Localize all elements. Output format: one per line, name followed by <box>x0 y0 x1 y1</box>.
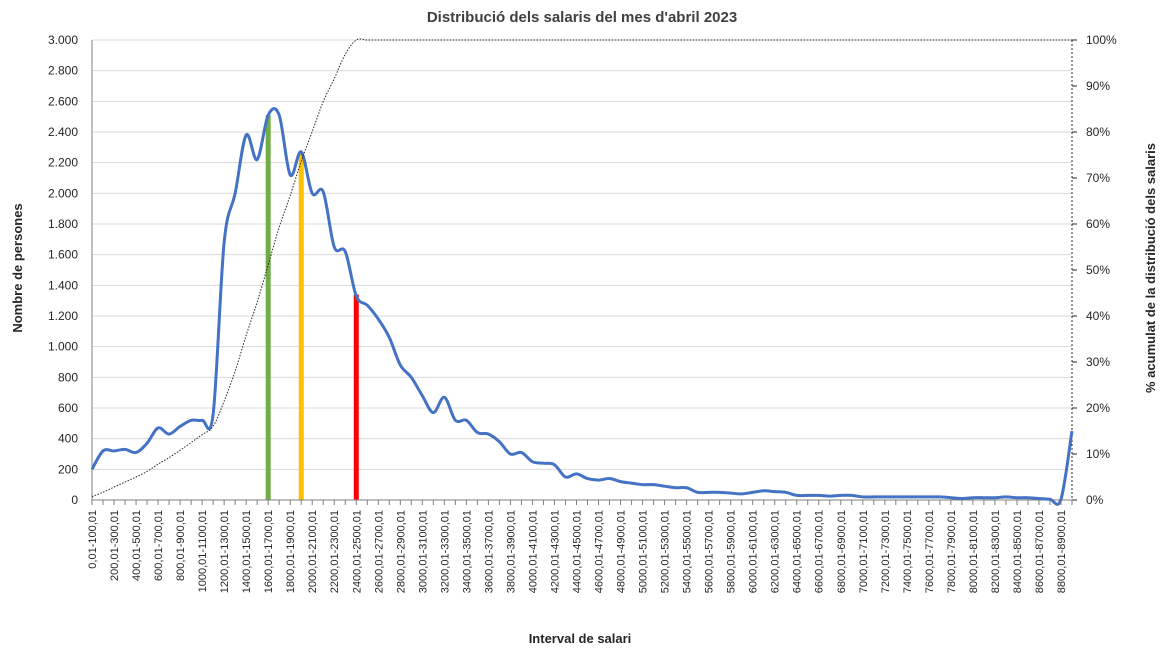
x-tick-label: 2600,01-2700,01 <box>373 510 385 593</box>
axes <box>91 40 1073 501</box>
x-tick-label: 600,01-700,01 <box>153 510 165 581</box>
gridlines <box>92 39 1072 470</box>
x-tick-label: 5400,01-5500,01 <box>682 510 694 593</box>
series-lines <box>90 38 1074 506</box>
x-tick-label: 5000,01-5100,01 <box>638 510 650 593</box>
y-tick-label: 1.600 <box>48 248 78 262</box>
y2-tick-label: 80% <box>1086 125 1110 139</box>
y-tick-label: 800 <box>58 370 78 384</box>
x-tick-label: 8800,01-8900,01 <box>1056 510 1068 593</box>
y2-axis-ticks: 0% 10% 20% 30% 40% 50% 60% 70% 80% 90% 100% <box>1072 33 1117 507</box>
x-tick-label: 7000,01-7100,01 <box>858 510 870 593</box>
x-tick-label: 3600,01-3700,01 <box>483 510 495 593</box>
y2-tick-label: 0% <box>1086 493 1104 507</box>
x-tick-label: 5600,01-5700,01 <box>704 510 716 593</box>
x-tick-label: 6600,01-6700,01 <box>814 510 826 593</box>
x-tick-label: 4600,01-4700,01 <box>594 510 606 593</box>
x-tick-label: 3800,01-3900,01 <box>505 510 517 593</box>
x-axis-ticks: 0,01-100,01 200,01-300,01 400,01-500,01 600… <box>87 500 1073 593</box>
y2-tick-label: 100% <box>1086 33 1117 47</box>
x-tick-label: 8600,01-8700,01 <box>1034 510 1046 593</box>
y2-tick-label: 10% <box>1086 447 1110 461</box>
x-tick-label: 0,01-100,01 <box>87 510 99 569</box>
y2-tick-label: 30% <box>1086 355 1110 369</box>
x-tick-label: 2800,01-2900,01 <box>395 510 407 593</box>
highlight-bar <box>298 151 304 500</box>
x-tick-label: 6200,01-6300,01 <box>770 510 782 593</box>
x-tick-label: 5200,01-5300,01 <box>660 510 672 593</box>
x-tick-label: 3400,01-3500,01 <box>461 510 473 593</box>
x-tick-label: 3200,01-3300,01 <box>439 510 451 593</box>
y2-tick-label: 20% <box>1086 401 1110 415</box>
y-tick-label: 200 <box>58 462 78 476</box>
x-tick-label: 3000,01-3100,01 <box>417 510 429 593</box>
highlight-bar <box>265 115 271 500</box>
y-tick-label: 2.000 <box>48 186 78 200</box>
x-tick-label: 400,01-500,01 <box>131 510 143 581</box>
y2-tick-label: 60% <box>1086 217 1110 231</box>
y-tick-label: 1.800 <box>48 217 78 231</box>
y-tick-label: 600 <box>58 401 78 415</box>
y-tick-label: 2.200 <box>48 156 78 170</box>
y2-tick-label: 50% <box>1086 263 1110 277</box>
y-tick-label: 2.600 <box>48 94 78 108</box>
x-tick-label: 4200,01-4300,01 <box>549 510 561 593</box>
x-tick-label: 7800,01-7900,01 <box>946 510 958 593</box>
y-tick-label: 1.000 <box>48 340 78 354</box>
y-axis-title: Nombre de persones <box>10 203 25 332</box>
x-tick-label: 200,01-300,01 <box>109 510 121 581</box>
y-tick-label: 0 <box>71 493 78 507</box>
y-tick-label: 3.000 <box>48 33 78 47</box>
x-tick-label: 4400,01-4500,01 <box>571 510 583 593</box>
x-axis-title: Interval de salari <box>529 631 632 646</box>
x-tick-label: 6800,01-6900,01 <box>836 510 848 593</box>
x-tick-label: 1800,01-1900,01 <box>285 510 297 593</box>
y-tick-label: 2.800 <box>48 64 78 78</box>
x-tick-label: 2200,01-2300,01 <box>329 510 341 593</box>
x-tick-label: 8400,01-8500,01 <box>1012 510 1024 593</box>
x-tick-label: 1600,01-1700,01 <box>263 510 275 593</box>
y2-tick-label: 90% <box>1086 79 1110 93</box>
x-tick-label: 7200,01-7300,01 <box>880 510 892 593</box>
x-tick-label: 7600,01-7700,01 <box>924 510 936 593</box>
x-tick-label: 8000,01-8100,01 <box>968 510 980 593</box>
y2-axis-title: % acumulat de la distribució dels salari… <box>1143 143 1158 393</box>
x-tick-label: 4800,01-4900,01 <box>616 510 628 593</box>
x-tick-label: 2000,01-2100,01 <box>307 510 319 593</box>
x-tick-label: 2400,01-2500,01 <box>351 510 363 593</box>
x-tick-label: 4000,01-4100,01 <box>527 510 539 593</box>
x-tick-label: 7400,01-7500,01 <box>902 510 914 593</box>
x-tick-label: 1400,01-1500,01 <box>241 510 253 593</box>
highlight-bar <box>353 294 359 500</box>
x-tick-label: 5800,01-5900,01 <box>726 510 738 593</box>
x-tick-label: 6400,01-6500,01 <box>792 510 804 593</box>
x-tick-label: 6000,01-6100,01 <box>748 510 760 593</box>
x-tick-label: 1000,01-1100,01 <box>197 510 209 592</box>
highlight-markers <box>265 115 359 500</box>
y-axis-ticks: 0 200 400 600 800 1.000 1.200 1.400 1.600 1.800 2.… <box>48 33 78 507</box>
y-tick-label: 1.200 <box>48 309 78 323</box>
persons-count-line <box>90 107 1074 506</box>
cumulative-percent-line <box>91 38 1072 498</box>
y2-tick-label: 70% <box>1086 171 1110 185</box>
y-tick-label: 1.400 <box>48 278 78 292</box>
y-tick-label: 2.400 <box>48 125 78 139</box>
x-tick-label: 800,01-900,01 <box>175 510 187 581</box>
chart-title: Distribució dels salaris del mes d'abril… <box>427 9 737 26</box>
y2-tick-label: 40% <box>1086 309 1110 323</box>
x-tick-label: 8200,01-8300,01 <box>990 510 1002 593</box>
x-tick-label: 1200,01-1300,01 <box>219 510 231 593</box>
y-tick-label: 400 <box>58 432 78 446</box>
